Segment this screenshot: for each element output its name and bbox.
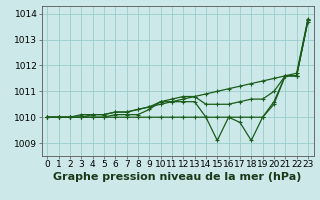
X-axis label: Graphe pression niveau de la mer (hPa): Graphe pression niveau de la mer (hPa) <box>53 172 302 182</box>
